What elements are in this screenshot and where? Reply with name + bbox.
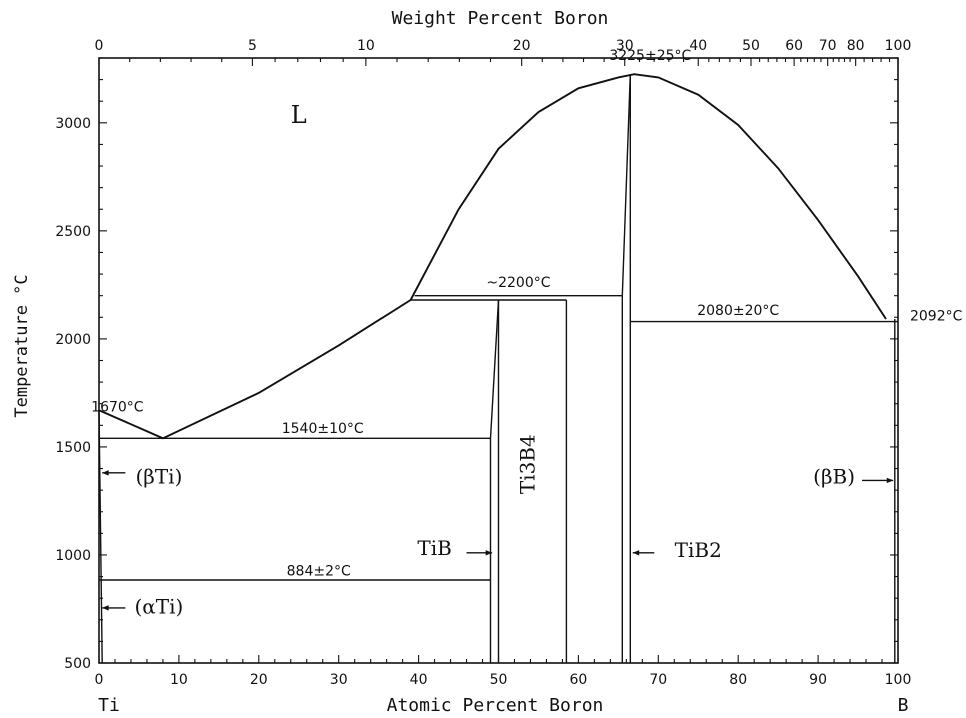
annotations: L 3225±25°C ~2200°C 2080±20°C 2092°C 1670°C 15… bbox=[91, 48, 962, 618]
top-axis-title: Weight Percent Boron bbox=[392, 8, 609, 29]
pointer-arrow-head bbox=[102, 470, 109, 476]
top-tick-label: 80 bbox=[847, 38, 865, 54]
top-tick-label: 5 bbox=[248, 38, 257, 54]
pointer-arrow-head bbox=[632, 550, 640, 556]
top-tick-label: 60 bbox=[785, 38, 803, 54]
annotation-label: TiB2 bbox=[675, 538, 722, 562]
top-tick-label: 0 bbox=[95, 38, 104, 54]
bottom-tick-label: 20 bbox=[250, 672, 268, 688]
bottom-tick-label: 50 bbox=[490, 672, 508, 688]
top-tick-label: 100 bbox=[885, 38, 912, 54]
annotation-label: L bbox=[291, 101, 307, 129]
bottom-tick-label: 40 bbox=[410, 672, 428, 688]
phase-boundary-line bbox=[98, 410, 103, 664]
bottom-tick-label: 10 bbox=[170, 672, 188, 688]
bottom-tick-label: 30 bbox=[330, 672, 348, 688]
y-tick-label: 500 bbox=[64, 656, 91, 672]
bottom-tick-label: 0 bbox=[95, 672, 104, 688]
y-tick-label: 2500 bbox=[55, 224, 91, 240]
y-tick-label: 1500 bbox=[55, 440, 91, 456]
phase-boundaries bbox=[98, 73, 898, 664]
top-tick-label: 40 bbox=[689, 38, 707, 54]
right-end-label: B bbox=[898, 695, 909, 716]
annotation-label: 2080±20°C bbox=[697, 303, 779, 319]
annotation-label: ~2200°C bbox=[486, 275, 550, 291]
annotation-label: (βTi) bbox=[135, 465, 182, 489]
axis-ticks: 0 10 20 30 40 50 60 70 80 90 1000 5 10 20 30 40 50 60 70 80… bbox=[55, 38, 911, 688]
y-tick-label: 3000 bbox=[55, 116, 91, 132]
top-tick-label: 50 bbox=[742, 38, 760, 54]
annotation-label: Ti3B4 bbox=[515, 434, 539, 494]
top-tick-label: 30 bbox=[616, 38, 634, 54]
left-end-label: Ti bbox=[98, 695, 120, 716]
pointer-arrow-head bbox=[102, 605, 109, 611]
bottom-tick-label: 70 bbox=[649, 672, 667, 688]
y-axis-title: Temperature °C bbox=[12, 274, 32, 417]
phase-boundary-line bbox=[409, 73, 887, 320]
top-tick-label: 10 bbox=[357, 38, 375, 54]
pointer-arrow-head bbox=[886, 477, 894, 484]
bottom-tick-label: 80 bbox=[729, 672, 747, 688]
bottom-axis-title: Atomic Percent Boron bbox=[387, 695, 604, 716]
phase-boundary-line bbox=[489, 299, 500, 439]
annotation-label: 2092°C bbox=[910, 309, 963, 325]
annotation-label: 3225±25°C bbox=[609, 48, 691, 64]
pointer-arrow-head bbox=[485, 550, 493, 556]
axis-labels: Weight Percent Boron Atomic Percent Boro… bbox=[12, 8, 908, 716]
y-tick-label: 1000 bbox=[55, 548, 91, 564]
phase-boundary-line bbox=[98, 299, 412, 440]
bottom-tick-label: 90 bbox=[809, 672, 827, 688]
bottom-tick-label: 60 bbox=[569, 672, 587, 688]
top-tick-label: 70 bbox=[819, 38, 837, 54]
bottom-tick-label: 100 bbox=[885, 672, 912, 688]
annotation-label: TiB bbox=[417, 536, 451, 560]
phase-boundary-line bbox=[621, 74, 631, 296]
annotation-label: 1540±10°C bbox=[282, 421, 364, 437]
annotation-label: (αTi) bbox=[134, 594, 183, 618]
annotation-label: (βB) bbox=[813, 465, 855, 489]
annotation-label: 1670°C bbox=[91, 399, 144, 415]
y-tick-label: 2000 bbox=[55, 332, 91, 348]
top-tick-label: 20 bbox=[513, 38, 531, 54]
annotation-label: 884±2°C bbox=[287, 563, 351, 579]
